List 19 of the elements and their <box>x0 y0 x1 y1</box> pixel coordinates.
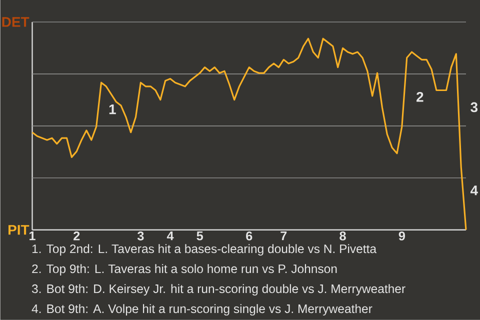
text: 1. Top 2nd: L. Taveras hit a bases-clearing double vs N. Pivetta <box>32 244 377 256</box>
text: PIT <box>8 225 30 235</box>
x-tick-label: 5 <box>196 232 204 240</box>
text: 4 <box>470 186 478 196</box>
text: 3 <box>470 102 478 112</box>
x-tick-label: 9 <box>398 232 405 241</box>
x-tick-label: 6 <box>246 232 252 241</box>
annotation: 2 <box>416 92 424 102</box>
x-tick-label: 2 <box>74 232 80 240</box>
x-tick-label: 8 <box>340 232 346 241</box>
x-tick-label: 7 <box>280 232 287 240</box>
text: 3. Bot 9th: D. Keirsey Jr. hit a run-scoring double vs J. Merryweather <box>32 284 406 296</box>
text: DET <box>2 17 30 27</box>
x-tick-label: 3 <box>137 232 144 241</box>
x-tick-label: 1 <box>30 232 36 240</box>
annotation: 1 <box>109 104 116 114</box>
text: 4. Bot 9th: A. Volpe hit a run-scoring single vs J. Merryweather <box>32 304 372 316</box>
x-tick-label: 4 <box>166 232 174 240</box>
text: 2. Top 9th: L. Taveras hit a solo home run vs P. Johnson <box>32 264 337 276</box>
